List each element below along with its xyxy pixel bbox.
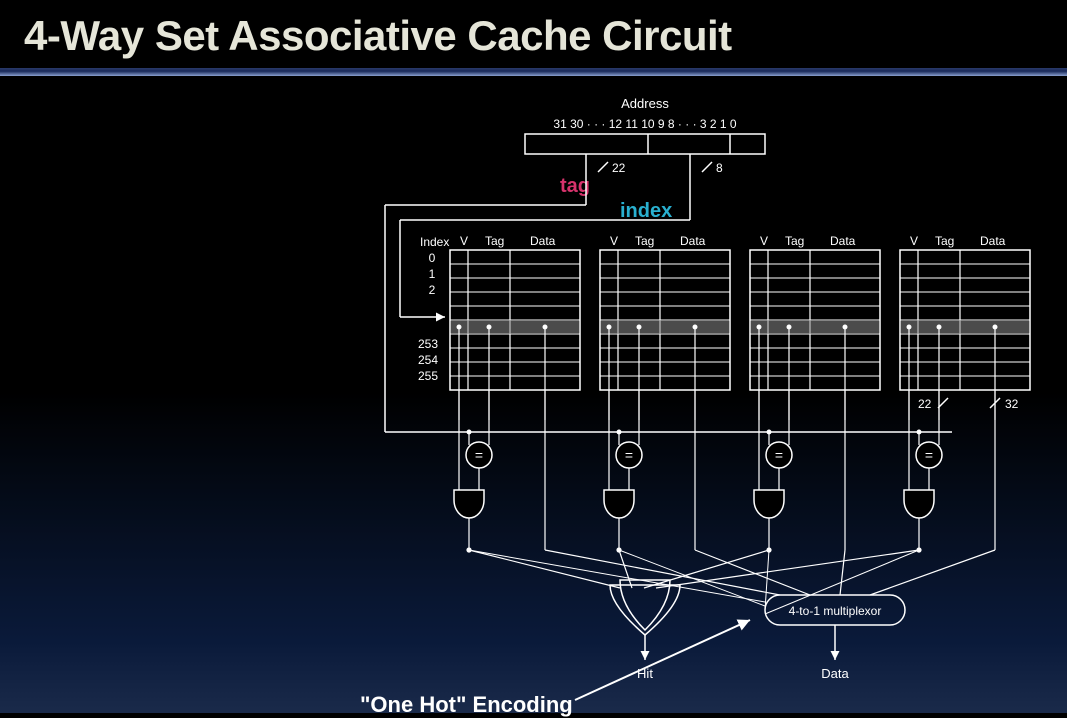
svg-text:=: = <box>775 447 783 463</box>
convergence-wires <box>467 548 995 614</box>
way-3: V Tag Data <box>900 234 1030 420</box>
svg-text:V: V <box>610 234 618 248</box>
svg-text:Tag: Tag <box>935 234 954 248</box>
way-tables: V Tag Data V Tag Data V Tag Data V Tag Data <box>450 234 1030 420</box>
svg-text:=: = <box>625 447 633 463</box>
svg-text:1: 1 <box>429 267 436 281</box>
address-label: Address <box>621 96 669 111</box>
way-1: V Tag Data <box>600 234 730 420</box>
page-title: 4-Way Set Associative Cache Circuit <box>0 0 1067 60</box>
hit-gate-real: Hit <box>610 585 680 681</box>
svg-text:V: V <box>910 234 918 248</box>
bus-width-labels: 22 32 <box>918 397 1019 411</box>
mux: 4-to-1 multiplexor Data <box>765 595 905 681</box>
index-header: Index <box>420 235 449 249</box>
svg-text:Data: Data <box>980 234 1006 248</box>
title-divider <box>0 68 1067 76</box>
svg-text:254: 254 <box>418 353 438 367</box>
svg-text:255: 255 <box>418 369 438 383</box>
svg-text:Tag: Tag <box>635 234 654 248</box>
svg-text:=: = <box>925 447 933 463</box>
svg-text:Tag: Tag <box>785 234 804 248</box>
address-bits: 31 30 · · · 12 11 10 9 8 · · · 3 2 1 0 <box>553 117 737 131</box>
data-label: Data <box>821 666 849 681</box>
svg-text:V: V <box>460 234 468 248</box>
svg-text:2: 2 <box>429 283 436 297</box>
svg-text:V: V <box>760 234 768 248</box>
way-0: V Tag Data <box>450 234 580 420</box>
index-width: 8 <box>716 161 723 175</box>
index-column: Index 0 1 2 253 254 255 <box>418 235 449 383</box>
svg-text:253: 253 <box>418 337 438 351</box>
mux-label: 4-to-1 multiplexor <box>789 604 882 618</box>
way-2: V Tag Data <box>750 234 880 420</box>
svg-text:Data: Data <box>530 234 556 248</box>
svg-text:=: = <box>475 447 483 463</box>
svg-text:Data: Data <box>680 234 706 248</box>
svg-text:0: 0 <box>429 251 436 265</box>
svg-text:Tag: Tag <box>485 234 504 248</box>
svg-text:22: 22 <box>918 397 932 411</box>
onehot-arrow <box>575 620 750 700</box>
svg-text:Data: Data <box>830 234 856 248</box>
tag-width: 22 <box>612 161 626 175</box>
cache-circuit-diagram: Address 31 30 · · · 12 11 10 9 8 · · · 3… <box>350 90 1067 710</box>
svg-text:32: 32 <box>1005 397 1019 411</box>
comparator-row: = = = = <box>454 390 995 550</box>
